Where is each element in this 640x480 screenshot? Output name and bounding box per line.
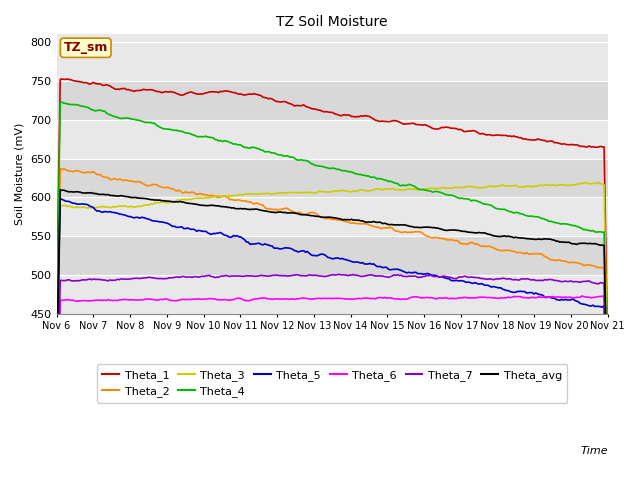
Text: TZ_sm: TZ_sm <box>63 41 108 54</box>
Bar <box>56 42 608 81</box>
Bar <box>56 158 608 197</box>
Text: Time: Time <box>580 446 608 456</box>
Bar <box>56 81 608 120</box>
Y-axis label: Soil Moisture (mV): Soil Moisture (mV) <box>15 123 25 225</box>
Bar <box>56 236 608 275</box>
Bar <box>56 197 608 236</box>
Legend: Theta_1, Theta_2, Theta_3, Theta_4, Theta_5, Theta_6, Theta_7, Theta_avg: Theta_1, Theta_2, Theta_3, Theta_4, Thet… <box>97 364 568 403</box>
Bar <box>56 275 608 314</box>
Bar <box>56 120 608 158</box>
Title: TZ Soil Moisture: TZ Soil Moisture <box>276 15 388 29</box>
